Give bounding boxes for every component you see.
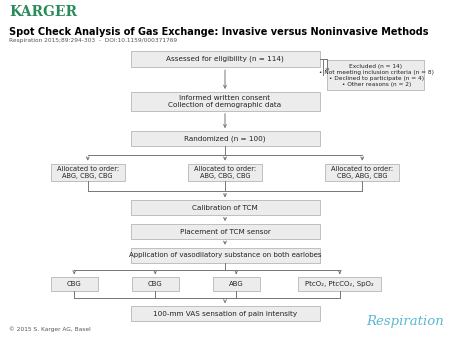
FancyBboxPatch shape <box>50 164 125 181</box>
Text: Application of vasodilatory substance on both earlobes: Application of vasodilatory substance on… <box>129 252 321 258</box>
FancyBboxPatch shape <box>130 224 320 239</box>
Text: Respiration: Respiration <box>366 315 444 328</box>
Text: Allocated to order:
CBG, ABG, CBG: Allocated to order: CBG, ABG, CBG <box>331 166 393 179</box>
FancyBboxPatch shape <box>188 164 262 181</box>
Text: PtcO₂, PtcCO₂, SpO₂: PtcO₂, PtcCO₂, SpO₂ <box>306 281 374 287</box>
Text: Placement of TCM sensor: Placement of TCM sensor <box>180 228 270 235</box>
FancyBboxPatch shape <box>325 164 400 181</box>
Text: ABG: ABG <box>229 281 243 287</box>
Text: Excluded (n = 14)
 • Not meeting inclusion criteria (n = 8)
 • Declined to parti: Excluded (n = 14) • Not meeting inclusio… <box>317 64 434 87</box>
FancyBboxPatch shape <box>130 200 320 215</box>
Text: CBG: CBG <box>148 281 162 287</box>
FancyBboxPatch shape <box>212 277 260 291</box>
FancyBboxPatch shape <box>130 306 320 321</box>
Text: © 2015 S. Karger AG, Basel: © 2015 S. Karger AG, Basel <box>9 326 91 332</box>
FancyBboxPatch shape <box>130 131 320 146</box>
Text: Respiration 2015;89:294-303  -  DOI:10.1159/000371769: Respiration 2015;89:294-303 - DOI:10.115… <box>9 38 177 43</box>
Text: Calibration of TCM: Calibration of TCM <box>192 205 258 211</box>
FancyBboxPatch shape <box>131 277 179 291</box>
FancyBboxPatch shape <box>130 248 320 263</box>
FancyBboxPatch shape <box>298 277 381 291</box>
Text: KARGER: KARGER <box>9 5 77 19</box>
Text: 100-mm VAS sensation of pain intensity: 100-mm VAS sensation of pain intensity <box>153 311 297 317</box>
Text: Spot Check Analysis of Gas Exchange: Invasive versus Noninvasive Methods: Spot Check Analysis of Gas Exchange: Inv… <box>9 27 428 37</box>
Text: Allocated to order:
ABG, CBG, CBG: Allocated to order: ABG, CBG, CBG <box>57 166 119 179</box>
Text: Informed written consent
Collection of demographic data: Informed written consent Collection of d… <box>168 95 282 108</box>
FancyBboxPatch shape <box>130 92 320 111</box>
FancyBboxPatch shape <box>51 277 98 291</box>
Text: Assessed for eligibility (n = 114): Assessed for eligibility (n = 114) <box>166 56 284 63</box>
FancyBboxPatch shape <box>327 60 424 90</box>
Text: Allocated to order:
ABG, CBG, CBG: Allocated to order: ABG, CBG, CBG <box>194 166 256 179</box>
Text: CBG: CBG <box>67 281 81 287</box>
FancyBboxPatch shape <box>130 51 320 67</box>
Text: Randomized (n = 100): Randomized (n = 100) <box>184 135 266 142</box>
